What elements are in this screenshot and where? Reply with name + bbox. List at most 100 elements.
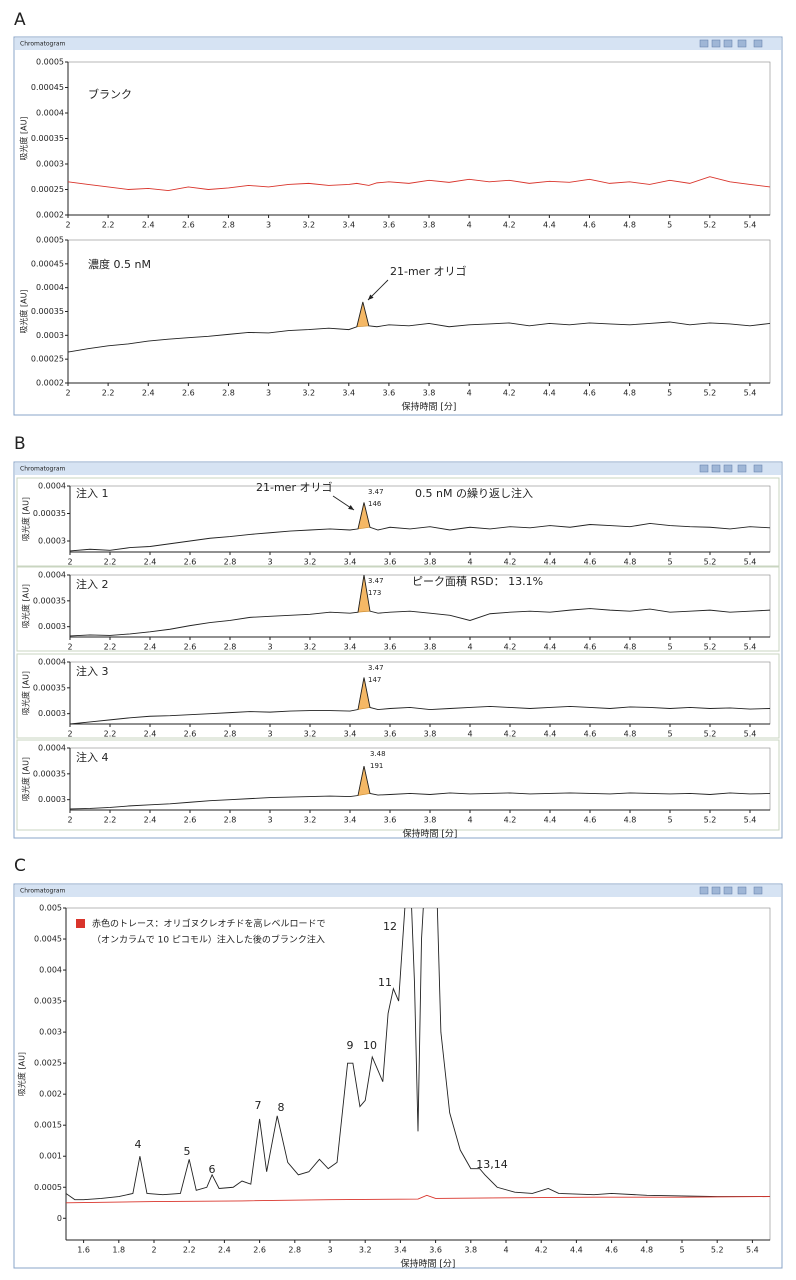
trace-line <box>66 908 770 1201</box>
x-tick-label: 3 <box>267 643 272 652</box>
x-tick-label: 3.6 <box>384 730 397 739</box>
window-titlebar <box>15 38 781 50</box>
x-tick-label: 4.4 <box>543 389 556 398</box>
x-tick-label: 2 <box>67 558 72 567</box>
x-tick-label: 2.4 <box>142 389 155 398</box>
toolbar-icon <box>753 886 763 895</box>
x-tick-label: 2 <box>65 221 70 230</box>
x-tick-label: 4 <box>467 389 472 398</box>
x-tick-label: 3.8 <box>424 558 437 567</box>
panel-label: C <box>14 856 26 876</box>
x-tick-label: 3.8 <box>424 643 437 652</box>
plot-clip <box>70 502 770 552</box>
y-tick-label: 0.0003 <box>38 795 66 804</box>
y-tick-label: 0.00045 <box>31 83 64 92</box>
x-tick-label: 3 <box>266 221 271 230</box>
subpanel-frame <box>16 653 780 739</box>
annotation: 注入 4 <box>76 750 109 764</box>
y-tick-label: 0.00035 <box>33 509 66 518</box>
annotation: 注入 1 <box>76 486 109 500</box>
y-tick-label: 0.0004 <box>38 744 66 753</box>
x-tick-label: 5.4 <box>744 389 757 398</box>
annotation: ピーク面積 RSD： 13.1% <box>412 574 543 588</box>
x-tick-label: 5 <box>667 221 672 230</box>
y-axis-label: 吸光度 [AU] <box>19 116 29 160</box>
y-tick-label: 0 <box>57 1214 62 1223</box>
x-tick-label: 3 <box>267 558 272 567</box>
peak-area-label: 146 <box>368 500 382 508</box>
peak-number: 11 <box>378 976 392 989</box>
x-tick-label: 5 <box>667 389 672 398</box>
x-tick-label: 2 <box>65 389 70 398</box>
y-axis-label: 吸光度 [AU] <box>21 497 31 541</box>
y-tick-label: 0.00025 <box>31 185 64 194</box>
y-axis-label: 吸光度 [AU] <box>21 757 31 801</box>
toolbar-icon <box>699 886 709 895</box>
peak-time-label: 3.48 <box>370 750 386 758</box>
x-tick-label: 4.4 <box>543 221 556 230</box>
annotation: 濃度 0.5 nM <box>88 257 151 271</box>
x-tick-label: 4 <box>467 730 472 739</box>
x-tick-label: 5.2 <box>703 221 716 230</box>
x-tick-label: 2.6 <box>182 221 195 230</box>
x-tick-label: 4.2 <box>535 1246 548 1255</box>
x-tick-label: 2.8 <box>288 1246 301 1255</box>
y-tick-label: 0.00035 <box>33 683 66 692</box>
x-tick-label: 3.4 <box>344 643 357 652</box>
x-tick-label: 4.8 <box>640 1246 653 1255</box>
x-tick-label: 4.6 <box>584 730 597 739</box>
peak-number: 10 <box>363 1039 377 1052</box>
y-tick-label: 0.002 <box>39 1090 62 1099</box>
toolbar-icon <box>753 39 763 48</box>
x-tick-label: 2 <box>151 1246 156 1255</box>
peak-time-label: 3.47 <box>368 488 384 496</box>
x-tick-label: 4.8 <box>624 643 637 652</box>
x-tick-label: 3.2 <box>304 643 317 652</box>
window-frame <box>13 461 783 839</box>
x-tick-label: 4.8 <box>623 221 636 230</box>
x-tick-label: 2.4 <box>144 643 157 652</box>
plot-clip <box>70 575 770 637</box>
x-tick-label: 4 <box>467 643 472 652</box>
annotation: 0.5 nM の繰り返し注入 <box>415 486 533 500</box>
x-tick-label: 2.6 <box>184 643 197 652</box>
toolbar-icon <box>711 39 721 48</box>
x-tick-label: 5.2 <box>704 643 717 652</box>
x-tick-label: 2 <box>67 816 72 825</box>
legend-label: （オンカラムで 10 ピコモル）注入した後のブランク注入 <box>92 934 325 946</box>
y-axis-label: 吸光度 [AU] <box>17 1052 27 1096</box>
y-tick-label: 0.005 <box>39 904 62 913</box>
x-tick-label: 4.8 <box>624 816 637 825</box>
x-tick-label: 5.4 <box>746 1246 759 1255</box>
x-tick-label: 5.4 <box>744 816 757 825</box>
x-tick-label: 4.6 <box>605 1246 618 1255</box>
x-tick-label: 1.6 <box>77 1246 90 1255</box>
peak-number: 4 <box>135 1138 142 1151</box>
y-tick-label: 0.0004 <box>38 482 66 491</box>
x-tick-label: 3.6 <box>429 1246 442 1255</box>
panel-label: B <box>14 434 26 454</box>
x-tick-label: 2.2 <box>104 730 117 739</box>
peak-number: 12 <box>383 920 397 933</box>
x-tick-label: 2.4 <box>142 221 155 230</box>
x-tick-label: 4.2 <box>504 816 517 825</box>
y-tick-label: 0.00035 <box>33 769 66 778</box>
x-tick-label: 3.2 <box>302 389 315 398</box>
y-tick-label: 0.0004 <box>36 109 64 118</box>
x-tick-label: 4.8 <box>623 389 636 398</box>
annotation: ブランク <box>88 87 132 101</box>
trace-line <box>68 176 770 191</box>
peak-time-label: 3.47 <box>368 664 384 672</box>
peak-area-label: 173 <box>368 589 381 597</box>
peak-number: 5 <box>184 1145 191 1158</box>
y-tick-label: 0.003 <box>39 1028 62 1037</box>
x-tick-label: 3.4 <box>394 1246 407 1255</box>
x-tick-label: 2.8 <box>222 221 235 230</box>
x-tick-label: 3.4 <box>344 558 357 567</box>
x-tick-label: 4.6 <box>583 221 596 230</box>
x-tick-label: 2.6 <box>184 730 197 739</box>
x-tick-label: 5.2 <box>704 730 717 739</box>
x-tick-label: 3.2 <box>302 221 315 230</box>
subpanel-frame <box>16 566 780 652</box>
